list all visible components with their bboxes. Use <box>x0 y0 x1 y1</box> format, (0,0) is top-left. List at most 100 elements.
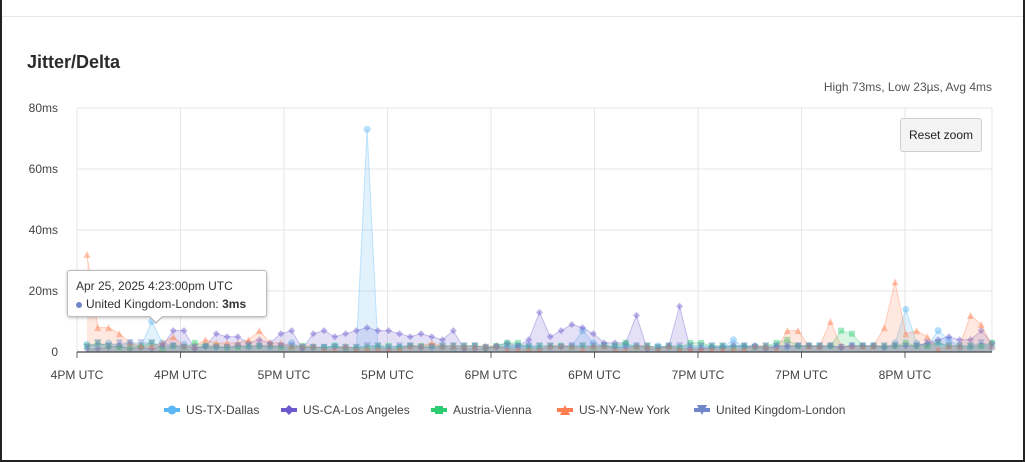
data-point <box>805 342 813 350</box>
data-point <box>105 343 113 351</box>
data-point <box>816 342 824 350</box>
data-point <box>492 342 500 350</box>
data-point <box>374 343 382 351</box>
data-point <box>439 342 446 349</box>
series-line <box>87 304 993 350</box>
data-point <box>579 342 587 350</box>
data-point <box>729 342 737 350</box>
data-point <box>504 339 511 346</box>
data-point <box>622 339 630 347</box>
data-point <box>439 342 447 350</box>
data-point <box>880 343 888 351</box>
data-point <box>137 343 145 351</box>
data-point <box>234 342 242 350</box>
data-point <box>514 343 522 351</box>
data-point <box>417 343 425 351</box>
data-point <box>837 343 845 351</box>
data-point <box>740 342 748 350</box>
series-area <box>87 254 992 352</box>
data-point <box>492 343 500 351</box>
legend-item[interactable]: Austria-Vienna <box>431 403 532 417</box>
x-tick-label: 7PM UTC <box>775 368 828 382</box>
data-point <box>310 344 317 351</box>
data-point <box>558 342 565 349</box>
data-point <box>579 327 587 335</box>
data-point <box>568 342 576 350</box>
data-point <box>740 343 748 351</box>
data-point <box>482 344 489 351</box>
legend-item[interactable]: US-NY-New York <box>557 403 670 417</box>
data-point <box>309 342 317 350</box>
data-point <box>148 345 156 353</box>
legend-item[interactable]: US-CA-Los Angeles <box>281 403 410 417</box>
data-point <box>848 330 855 337</box>
data-point <box>655 344 662 351</box>
data-point <box>503 345 511 353</box>
data-point <box>277 330 285 338</box>
data-point <box>568 344 575 351</box>
data-point <box>589 342 597 350</box>
data-point <box>697 345 705 353</box>
data-point <box>622 345 630 353</box>
series-line <box>86 342 993 348</box>
data-point <box>644 342 651 349</box>
data-point <box>869 342 877 350</box>
data-point <box>708 342 716 350</box>
data-point <box>557 342 565 350</box>
data-point <box>536 345 543 353</box>
data-point <box>536 342 543 349</box>
data-point <box>406 342 414 350</box>
series-2 <box>83 302 996 353</box>
series-line <box>86 254 993 350</box>
data-point <box>288 344 295 351</box>
data-point <box>654 345 662 353</box>
series-line <box>86 129 993 350</box>
data-point <box>977 321 985 329</box>
data-point <box>503 343 511 351</box>
data-point <box>924 342 931 349</box>
data-point <box>245 336 253 344</box>
data-point <box>988 343 996 351</box>
legend-marker-icon <box>167 405 177 415</box>
data-point <box>676 342 684 350</box>
legend-item[interactable]: US-TX-Dallas <box>164 403 259 417</box>
data-point <box>127 344 134 351</box>
data-point <box>794 342 802 350</box>
data-point <box>234 342 242 350</box>
data-point <box>708 345 716 353</box>
series-area <box>87 330 992 352</box>
data-point <box>255 327 263 335</box>
data-point <box>105 324 113 332</box>
data-point <box>180 340 188 348</box>
data-point <box>299 342 306 349</box>
data-point <box>837 343 845 351</box>
data-point <box>643 342 651 350</box>
data-point <box>514 342 522 350</box>
data-point <box>557 343 565 351</box>
data-point <box>719 342 726 349</box>
data-point <box>288 339 296 347</box>
data-point <box>729 342 737 350</box>
data-point <box>331 342 339 350</box>
data-point <box>708 343 716 351</box>
chart-plot[interactable]: 0 20ms 40ms 60ms 80ms 4PM UTC 4PM UTC 5PM UTC 5P… <box>0 0 1025 400</box>
data-point <box>298 343 306 351</box>
data-point <box>277 342 285 350</box>
data-point <box>514 339 521 346</box>
data-point <box>363 125 371 133</box>
data-point <box>406 333 414 341</box>
series-line <box>86 330 993 350</box>
legend-swatch <box>557 405 573 415</box>
data-point <box>686 345 694 353</box>
data-point <box>762 343 770 351</box>
data-point <box>956 336 964 344</box>
data-point <box>989 339 995 346</box>
legend-item[interactable]: United Kingdom-London <box>694 403 845 417</box>
data-point <box>966 311 974 319</box>
data-point <box>805 342 813 350</box>
data-point <box>385 343 393 351</box>
reset-zoom-button[interactable]: Reset zoom <box>900 118 982 152</box>
data-point <box>977 339 985 347</box>
data-point <box>837 343 845 351</box>
data-point <box>762 345 770 353</box>
